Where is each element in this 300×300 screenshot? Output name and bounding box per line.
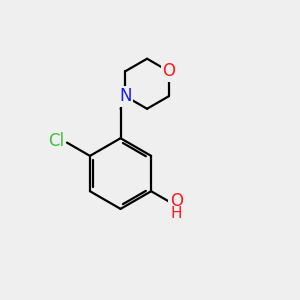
Text: Cl: Cl — [49, 132, 65, 150]
Text: H: H — [171, 206, 182, 221]
Text: O: O — [162, 62, 175, 80]
Text: O: O — [170, 192, 183, 210]
Text: N: N — [119, 87, 132, 105]
